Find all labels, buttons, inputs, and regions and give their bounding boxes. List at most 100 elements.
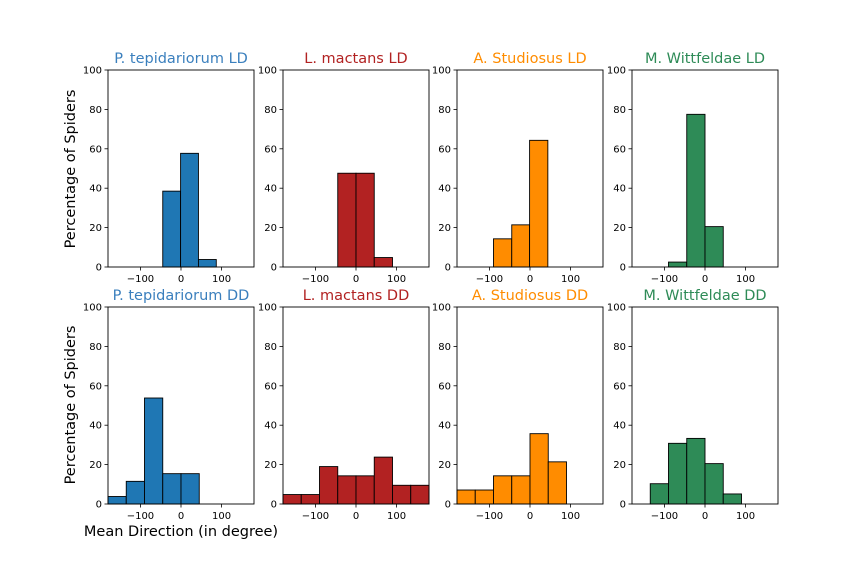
histogram-bar (474, 489, 494, 505)
y-tick-label: 80 (438, 342, 451, 353)
y-tick-label: 40 (613, 421, 626, 432)
x-tick-label: 0 (527, 274, 533, 285)
x-tick-label: 0 (702, 511, 708, 522)
y-tick-label: 20 (264, 460, 277, 471)
y-tick-label: 80 (613, 105, 626, 116)
x-tick-label: −100 (476, 274, 503, 285)
x-axis-label: Mean Direction (in degree) (84, 524, 278, 540)
y-axis-label-top: Percentage of Spiders (63, 90, 79, 249)
y-tick-label: 60 (613, 381, 626, 392)
axes-frame (282, 306, 430, 505)
x-tick-label: 100 (387, 274, 406, 285)
y-tick-label: 80 (438, 105, 451, 116)
y-tick-label: 60 (438, 144, 451, 155)
y-tick-label: 20 (89, 223, 102, 234)
y-tick-label: 20 (613, 460, 626, 471)
x-tick-label: 0 (702, 274, 708, 285)
histogram-bar (355, 172, 375, 268)
histogram-bar (337, 475, 357, 505)
y-tick-label: 20 (438, 223, 451, 234)
y-tick-label: 100 (83, 303, 102, 314)
x-tick-label: −100 (127, 511, 154, 522)
x-tick-label: −100 (127, 274, 154, 285)
panel-title: L. mactans LD (304, 51, 407, 67)
x-tick-label: 100 (561, 511, 580, 522)
histogram-bar (547, 461, 567, 505)
histogram-bar (649, 483, 669, 505)
x-tick-label: −100 (651, 274, 678, 285)
y-tick-label: 40 (264, 184, 277, 195)
y-tick-label: 40 (89, 184, 102, 195)
histogram-bar (511, 224, 531, 268)
histogram-bar (668, 261, 688, 268)
y-tick-label: 0 (96, 263, 102, 274)
y-tick-label: 40 (613, 184, 626, 195)
histogram-bar (180, 152, 199, 268)
y-tick-label: 60 (264, 381, 277, 392)
y-tick-label: 100 (258, 66, 277, 77)
y-tick-label: 20 (89, 460, 102, 471)
histogram-bar (493, 238, 513, 268)
histogram-bar (456, 489, 476, 505)
panel-title: L. mactans DD (303, 288, 410, 304)
histogram-bar (410, 484, 430, 505)
y-tick-label: 80 (89, 105, 102, 116)
y-tick-label: 40 (264, 421, 277, 432)
y-tick-label: 60 (613, 144, 626, 155)
histogram-panel: P. tepidariorum LD 0 20 40 60 80 100 −100 0 100 (83, 51, 255, 285)
y-tick-label: 60 (89, 381, 102, 392)
y-tick-label: 20 (264, 223, 277, 234)
y-tick-label: 60 (89, 144, 102, 155)
histogram-bar (162, 190, 182, 268)
x-tick-label: 100 (736, 274, 755, 285)
x-tick-label: 100 (387, 511, 406, 522)
panel-title: M. Wittfeldae DD (643, 288, 766, 304)
y-tick-label: 100 (258, 303, 277, 314)
x-tick-label: 100 (212, 511, 231, 522)
histogram-panel: A. Studiosus LD 0 20 40 60 80 100 −100 0 100 (432, 51, 604, 285)
histogram-bar (686, 113, 706, 268)
histogram-bar (722, 493, 742, 505)
histogram-bar (300, 494, 320, 505)
histogram-bar (529, 433, 549, 505)
x-tick-label: 100 (736, 511, 755, 522)
histogram-panel: L. mactans DD 0 20 40 60 80 100 −100 0 100 (258, 288, 430, 522)
histogram-bar (180, 473, 200, 505)
histogram-bar (107, 496, 127, 505)
x-tick-label: −100 (302, 511, 329, 522)
histogram-panel: L. mactans LD 0 20 40 60 80 100 −100 0 100 (258, 51, 430, 285)
x-tick-label: 100 (212, 274, 231, 285)
y-tick-label: 100 (432, 66, 451, 77)
x-tick-label: 0 (178, 511, 184, 522)
y-tick-label: 40 (438, 184, 451, 195)
histogram-bar (493, 475, 513, 505)
y-tick-label: 100 (83, 66, 102, 77)
y-tick-label: 80 (264, 105, 277, 116)
y-tick-label: 80 (613, 342, 626, 353)
histogram-bar (704, 463, 724, 505)
histogram-bar (197, 259, 217, 268)
y-axis-label-bottom: Percentage of Spiders (63, 326, 79, 485)
y-tick-label: 80 (89, 342, 102, 353)
histogram-bar (282, 494, 302, 505)
panel-title: A. Studiosus LD (473, 51, 586, 67)
y-tick-label: 20 (438, 460, 451, 471)
histogram-bar (125, 480, 145, 505)
y-tick-label: 60 (438, 381, 451, 392)
x-tick-label: −100 (476, 511, 503, 522)
panel-title: P. tepidariorum DD (113, 288, 250, 304)
x-tick-label: 100 (561, 274, 580, 285)
y-tick-label: 0 (620, 263, 626, 274)
x-tick-label: 0 (178, 274, 184, 285)
y-tick-label: 0 (445, 263, 451, 274)
histogram-bar (373, 257, 393, 268)
y-tick-label: 100 (607, 66, 626, 77)
x-tick-label: −100 (651, 511, 678, 522)
histogram-panel: A. Studiosus DD 0 20 40 60 80 100 −100 0 100 (432, 288, 604, 522)
histogram-bar (162, 473, 182, 505)
histogram-bar (704, 226, 724, 268)
y-tick-label: 20 (613, 223, 626, 234)
y-tick-label: 0 (271, 263, 277, 274)
